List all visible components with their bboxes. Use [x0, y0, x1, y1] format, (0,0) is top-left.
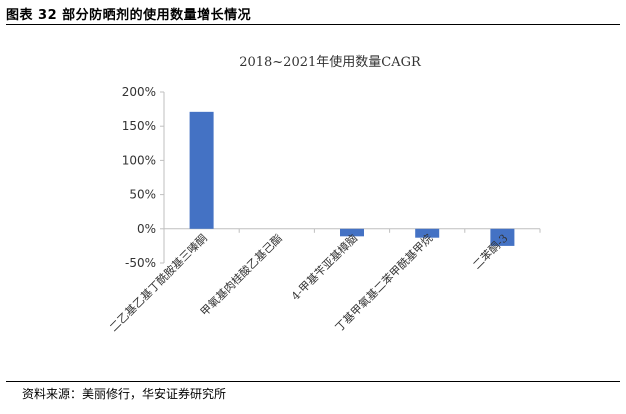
y-tick-label: 50%: [129, 188, 156, 202]
x-category-label: 4-甲基苄亚基樟脑: [288, 231, 360, 303]
y-tick-label: 200%: [122, 85, 156, 99]
bar: [340, 228, 364, 237]
x-category-label: 二乙基乙基丁酰胺基三嗪酮: [106, 231, 209, 334]
bar: [415, 228, 440, 238]
bar-chart: 2018~2021年使用数量CAGR -50% 0% 50% 100% 150% 200%…: [106, 54, 541, 334]
figure-title: 图表 32 部分防晒剂的使用数量增长情况: [6, 8, 252, 23]
y-axis: -50% 0% 50% 100% 150% 200%: [122, 85, 165, 270]
y-tick-label: 100%: [122, 153, 156, 167]
x-category-label: 甲氧基肉桂酸乙基己酯: [197, 231, 285, 319]
bottom-rule: [6, 381, 620, 382]
y-tick-label: 150%: [122, 119, 156, 133]
bar: [189, 111, 214, 229]
source-note: 资料来源：美丽修行，华安证券研究所: [22, 387, 227, 401]
top-rule: [6, 24, 620, 25]
chart-title: 2018~2021年使用数量CAGR: [239, 54, 422, 70]
x-category-label: 二苯酮-3: [470, 231, 511, 272]
y-tick-label: -50%: [125, 256, 156, 270]
y-tick-label: 0%: [137, 222, 156, 236]
bars: [189, 111, 515, 246]
bar: [490, 228, 515, 246]
